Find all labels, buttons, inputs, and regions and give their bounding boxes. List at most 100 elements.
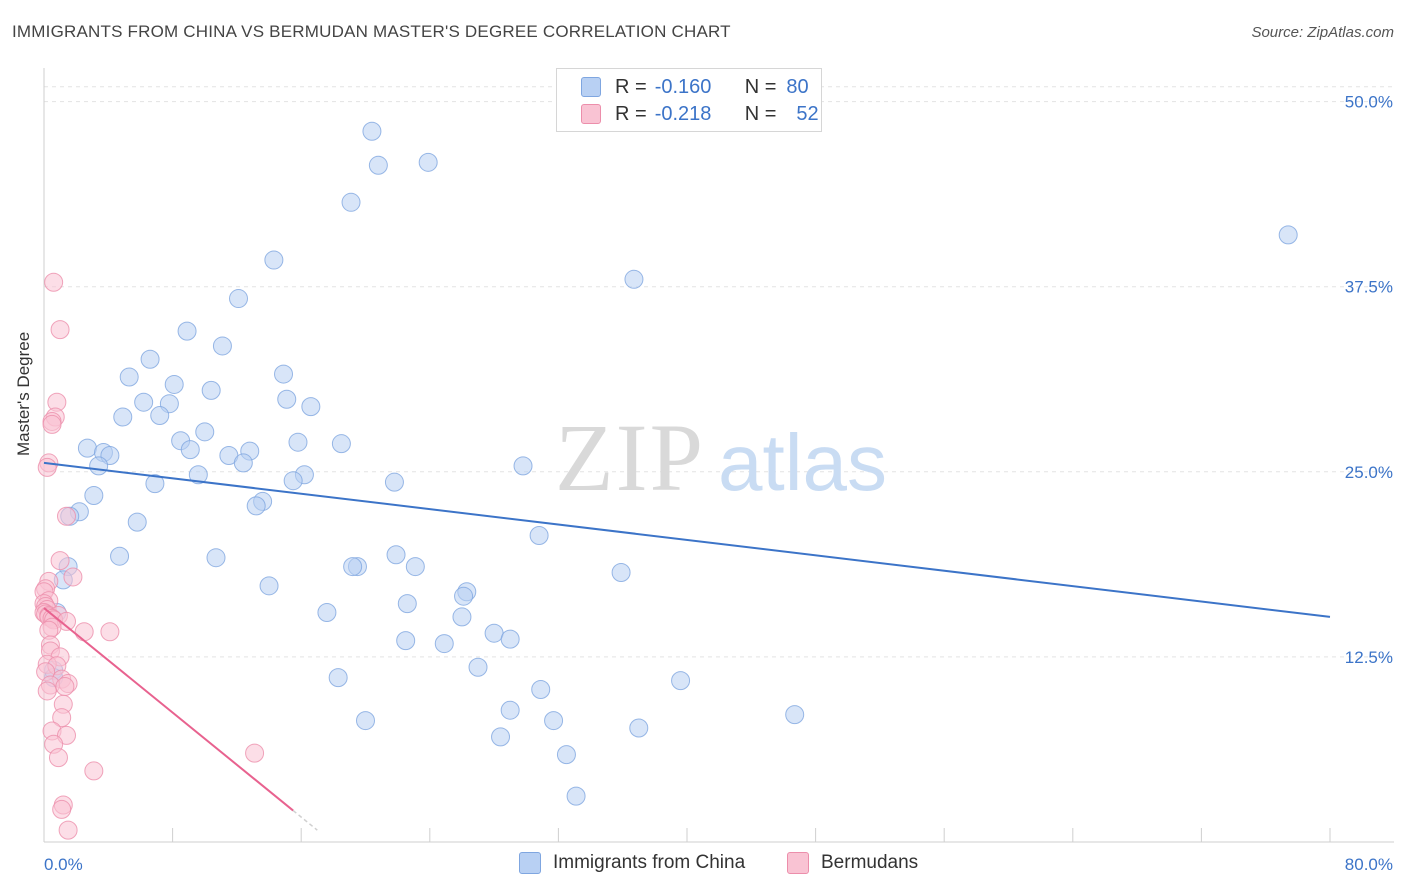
point-china <box>785 705 805 725</box>
point-china <box>283 471 303 491</box>
point-china <box>556 745 576 765</box>
chart-title: IMMIGRANTS FROM CHINA VS BERMUDAN MASTER… <box>12 22 731 41</box>
point-china <box>195 422 215 442</box>
point-china <box>77 438 97 458</box>
point-china <box>164 374 184 394</box>
point-china <box>484 623 504 643</box>
point-china <box>624 269 644 289</box>
legend-item-bermudans[interactable]: Bermudans <box>787 852 918 874</box>
legend-n-label: N = <box>744 102 777 125</box>
point-bermudans <box>37 457 57 477</box>
legend-label-bermudans: Bermudans <box>821 852 919 873</box>
legend-item-china[interactable]: Immigrants from China <box>519 852 745 874</box>
legend-label-china: Immigrants from China <box>553 852 746 873</box>
legend-swatch-pink <box>787 852 809 874</box>
point-china <box>140 349 160 369</box>
legend-row-china: R = -0.160 N = 80 <box>581 74 809 100</box>
point-china <box>331 434 351 454</box>
point-bermudans <box>100 622 120 642</box>
point-bermudans <box>52 799 72 819</box>
point-china <box>362 121 382 141</box>
tick-labels: 12.5% 25.0% 37.5% 50.0% 0.0% 80.0% <box>44 93 1393 874</box>
point-china <box>127 512 147 532</box>
point-china <box>629 718 649 738</box>
point-china <box>201 380 221 400</box>
point-china <box>452 607 472 627</box>
trendline-china <box>43 461 1331 618</box>
point-china <box>500 700 520 720</box>
point-china <box>188 465 208 485</box>
point-bermudans <box>42 414 62 434</box>
point-bermudans <box>58 820 78 840</box>
point-china <box>544 711 564 731</box>
point-bermudans <box>44 272 64 292</box>
series-legend: Immigrants from China Bermudans <box>0 852 1406 878</box>
point-china <box>264 250 284 270</box>
point-china <box>434 634 454 654</box>
y-tick-label: 37.5% <box>1345 278 1393 297</box>
point-china <box>418 152 438 172</box>
point-china <box>246 496 266 516</box>
y-tick-label: 12.5% <box>1345 648 1393 667</box>
point-china <box>491 727 511 747</box>
point-china <box>396 631 416 651</box>
watermark-atlas: atlas <box>718 418 887 507</box>
point-china <box>277 389 297 409</box>
point-china <box>259 576 279 596</box>
legend-swatch-blue <box>581 77 601 97</box>
point-bermudans <box>52 708 72 728</box>
y-tick-label: 25.0% <box>1345 463 1393 482</box>
point-bermudans <box>57 506 77 526</box>
point-china <box>288 432 308 452</box>
point-china <box>1278 225 1298 245</box>
legend-swatch-pink <box>581 104 601 124</box>
point-china <box>119 367 139 387</box>
point-china <box>229 289 249 309</box>
point-china <box>405 557 425 577</box>
point-china <box>356 711 375 731</box>
point-bermudans <box>84 761 104 781</box>
trendlines <box>43 461 1331 831</box>
point-china <box>177 321 197 341</box>
legend-r-label: R = <box>615 102 647 125</box>
point-china <box>384 472 404 492</box>
point-bermudans <box>37 681 57 701</box>
source-note: Source: ZipAtlas.com <box>1251 24 1394 41</box>
legend-n-value: 52 <box>796 102 819 125</box>
point-china <box>212 336 232 356</box>
point-china <box>328 668 348 688</box>
point-china <box>529 525 549 545</box>
point-china <box>134 392 154 412</box>
point-china <box>341 192 361 212</box>
point-bermudans <box>50 320 70 340</box>
point-china <box>454 586 474 606</box>
x-tick-label: 0.0% <box>44 855 83 874</box>
point-china <box>671 671 691 691</box>
legend-swatch-blue <box>519 852 541 874</box>
legend-row-bermudans: R = -0.218 N = 52 <box>581 101 819 127</box>
point-china <box>397 594 417 614</box>
point-china <box>110 546 130 566</box>
point-china <box>113 407 133 427</box>
trendline-bermudans <box>43 607 294 812</box>
point-china <box>368 155 388 175</box>
point-bermudans <box>245 743 265 763</box>
watermark-zip: ZIP <box>555 404 705 511</box>
legend-r-value: -0.218 <box>654 102 712 125</box>
legend-r-value: -0.160 <box>654 75 712 98</box>
point-bermudans <box>55 677 75 697</box>
point-china <box>513 456 533 476</box>
legend-n-value: 80 <box>786 75 809 98</box>
legend-n-label: N = <box>744 75 777 98</box>
point-bermudans <box>48 748 68 768</box>
point-china <box>500 629 520 649</box>
point-china <box>150 406 170 426</box>
point-china <box>611 563 631 582</box>
point-china <box>145 474 165 494</box>
stats-legend: R = -0.160 N = 80 R = -0.218 N = 52 <box>556 68 822 132</box>
point-china <box>468 657 488 677</box>
point-china <box>317 602 337 622</box>
point-bermudans <box>50 551 70 571</box>
point-china <box>233 453 253 473</box>
point-bermudans <box>63 567 83 587</box>
